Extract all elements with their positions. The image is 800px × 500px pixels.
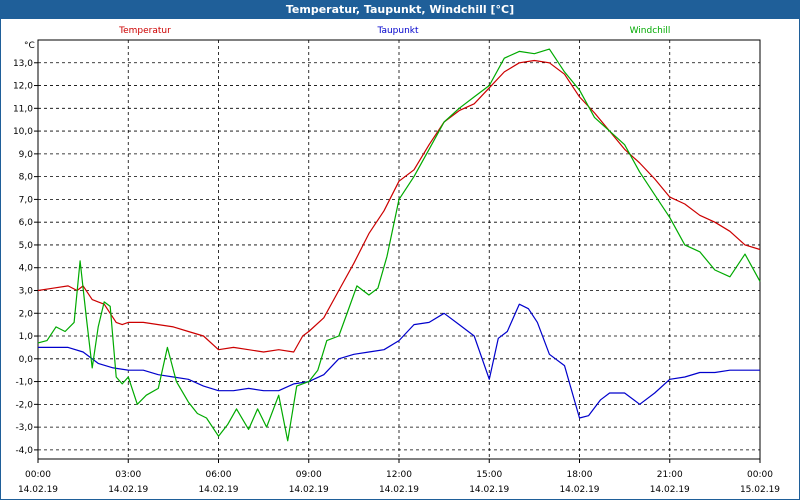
x-axis: 00:00 14.02.19 03:00 14.02.19 06:00 14.02.19 0…: [18, 459, 780, 495]
series-line-windchill: [37, 48, 761, 442]
y-tick-label: 8,0: [19, 173, 34, 183]
x-tick-date: 15.02.19: [740, 485, 780, 495]
y-tick-label: 6,0: [19, 218, 34, 228]
x-tick-time: 00:00: [747, 470, 773, 480]
y-tick-label: 7,0: [19, 195, 34, 205]
x-tick-date: 14.02.19: [108, 485, 148, 495]
y-axis: -4,0 -3,0 -2,0 -1,0 0,0 1,0 2,0 3,0 4,0 5,0 6,0 7,0…: [13, 59, 38, 456]
x-tick-time: 06:00: [206, 470, 232, 480]
y-tick-label: 1,0: [19, 332, 34, 342]
x-tick-time: 21:00: [657, 470, 683, 480]
x-tick-time: 15:00: [476, 470, 502, 480]
x-tick-time: 03:00: [115, 470, 141, 480]
y-tick-label: 10,0: [13, 127, 33, 137]
chart-title: Temperatur, Taupunkt, Windchill [°C]: [1, 1, 799, 19]
legend: Temperatur Taupunkt Windchill: [118, 26, 670, 36]
y-tick-label: 2,0: [19, 309, 34, 319]
y-tick-label: -4,0: [15, 446, 33, 456]
x-tick-date: 14.02.19: [289, 485, 329, 495]
x-tick-time: 09:00: [296, 470, 322, 480]
y-tick-label: 13,0: [13, 59, 33, 69]
y-tick-label: 0,0: [19, 355, 34, 365]
x-tick-date: 14.02.19: [198, 485, 238, 495]
series-lines: [37, 48, 761, 442]
y-tick-label: -1,0: [15, 378, 33, 388]
y-tick-label: 12,0: [13, 82, 33, 92]
x-tick-time: 18:00: [567, 470, 593, 480]
legend-windchill: Windchill: [630, 26, 671, 36]
legend-temperatur: Temperatur: [118, 26, 171, 36]
y-tick-label: -3,0: [15, 423, 33, 433]
x-tick-date: 14.02.19: [469, 485, 509, 495]
y-tick-label: -2,0: [15, 400, 33, 410]
series-line-taupunkt: [38, 303, 760, 419]
y-tick-label: 11,0: [13, 104, 33, 114]
y-tick-label: 9,0: [19, 150, 34, 160]
series-line-temperatur: [37, 59, 761, 353]
y-tick-label: 5,0: [19, 241, 34, 251]
legend-taupunkt: Taupunkt: [376, 26, 419, 36]
x-tick-time: 12:00: [386, 470, 412, 480]
gridlines: [38, 40, 760, 459]
y-tick-label: 3,0: [19, 286, 34, 296]
y-tick-label: 4,0: [19, 264, 34, 274]
x-tick-date: 14.02.19: [18, 485, 58, 495]
x-tick-date: 14.02.19: [379, 485, 419, 495]
x-tick-time: 00:00: [25, 470, 51, 480]
y-axis-label: °C: [24, 41, 35, 51]
x-tick-date: 14.02.19: [650, 485, 690, 495]
x-tick-date: 14.02.19: [559, 485, 599, 495]
